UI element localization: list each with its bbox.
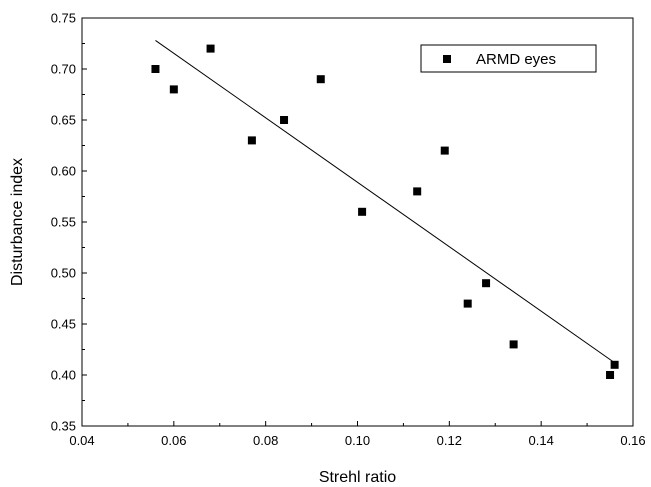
x-tick-label: 0.10 [345, 433, 370, 448]
x-tick-label: 0.08 [253, 433, 278, 448]
data-point [169, 85, 178, 94]
data-point [151, 65, 160, 73]
data-point [280, 116, 289, 124]
data-point [413, 187, 422, 196]
data-point [247, 136, 256, 145]
y-tick-label: 0.35 [51, 419, 76, 434]
data-point [206, 44, 215, 53]
data-point [610, 360, 619, 369]
data-point [482, 279, 491, 288]
y-tick-label: 0.45 [51, 317, 76, 332]
legend: ARMD eyes [420, 44, 597, 73]
y-axis-title: Disturbance index [9, 158, 26, 286]
y-axis: 0.35 0.40 0.45 0.50 0.55 0.60 0.65 0.70 0.75 [51, 11, 87, 434]
data-point [509, 340, 518, 349]
data-points [151, 44, 619, 379]
data-point [463, 299, 472, 308]
plot-frame [81, 17, 634, 427]
fit-line-layer [155, 40, 615, 364]
data-point [606, 371, 615, 379]
legend-marker [443, 55, 451, 63]
data-point [440, 146, 449, 155]
fit-line [155, 40, 615, 364]
y-tick-label: 0.55 [51, 215, 76, 230]
x-tick-label: 0.14 [529, 433, 554, 448]
x-tick-label: 0.06 [161, 433, 186, 448]
y-tick-label: 0.70 [51, 62, 76, 77]
plot-area [81, 17, 634, 427]
data-point [358, 207, 367, 216]
y-tick-label: 0.65 [51, 113, 76, 128]
y-tick-label: 0.40 [51, 368, 76, 383]
y-tick-label: 0.60 [51, 164, 76, 179]
x-tick-label: 0.16 [620, 433, 645, 448]
x-tick-label: 0.12 [437, 433, 462, 448]
y-tick-label: 0.50 [51, 266, 76, 281]
y-tick-label: 0.75 [51, 11, 76, 26]
x-axis: 0.04 0.06 0.08 0.10 0.12 0.14 0.16 [69, 421, 646, 448]
x-tick-label: 0.04 [69, 433, 94, 448]
data-point [316, 75, 325, 84]
x-axis-title: Strehl ratio [319, 469, 396, 486]
legend-label: ARMD eyes [476, 51, 556, 68]
